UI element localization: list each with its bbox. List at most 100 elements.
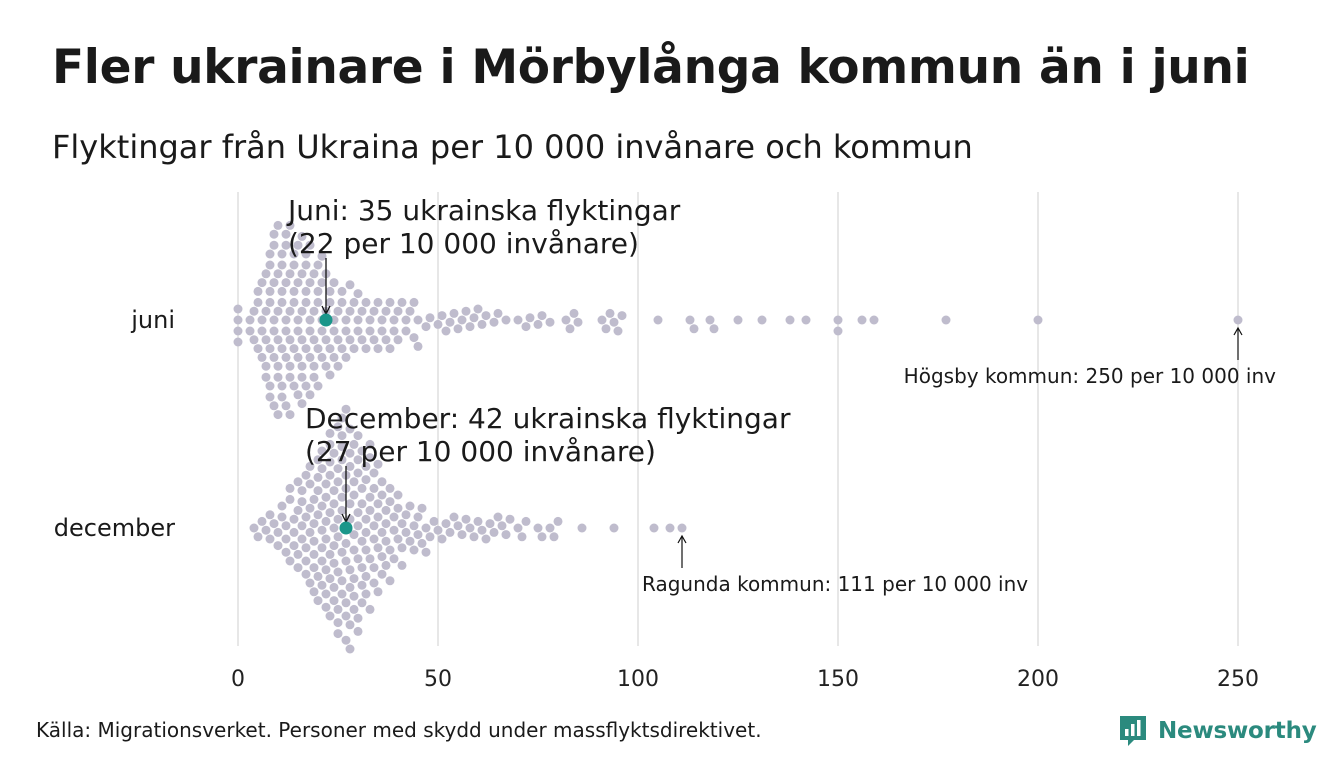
data-point	[293, 505, 303, 515]
data-point	[525, 313, 535, 323]
data-point	[313, 510, 323, 520]
data-point	[545, 317, 555, 327]
data-point	[305, 240, 315, 250]
data-point	[273, 306, 283, 316]
data-point	[249, 306, 259, 316]
data-point	[301, 470, 311, 480]
data-point	[377, 326, 387, 336]
data-point	[401, 510, 411, 520]
data-point	[377, 477, 387, 487]
data-point	[373, 512, 383, 522]
data-point	[341, 598, 351, 608]
data-point	[517, 532, 527, 542]
highlight-label-line1: Juni: 35 ukrainska flyktingar	[286, 194, 681, 227]
data-point	[601, 324, 611, 334]
data-point	[393, 335, 403, 345]
data-point	[381, 505, 391, 515]
data-point	[385, 344, 395, 354]
data-point	[569, 308, 579, 318]
data-point	[293, 549, 303, 559]
brand-logo: Newsworthy	[1118, 714, 1317, 748]
data-point	[281, 401, 291, 411]
data-point	[353, 554, 363, 564]
data-point	[461, 306, 471, 316]
chart-title: Fler ukrainare i Mörbylånga kommun än i …	[52, 40, 1250, 95]
data-point	[381, 306, 391, 316]
data-point	[289, 260, 299, 270]
data-point	[497, 521, 507, 531]
data-point	[449, 308, 459, 318]
data-point	[573, 317, 583, 327]
data-point	[441, 519, 451, 529]
data-point	[493, 512, 503, 522]
data-point	[405, 501, 415, 511]
data-point	[377, 315, 387, 325]
data-point	[341, 611, 351, 621]
data-point	[309, 269, 319, 279]
data-point	[365, 326, 375, 336]
data-point	[389, 512, 399, 522]
data-point	[313, 472, 323, 482]
data-point	[521, 516, 531, 526]
data-point	[329, 499, 339, 509]
data-point	[373, 297, 383, 307]
data-point	[533, 523, 543, 533]
data-point	[297, 399, 307, 409]
data-point	[365, 604, 375, 614]
data-point	[665, 523, 675, 533]
data-point	[357, 483, 367, 493]
data-point	[313, 381, 323, 391]
data-point	[405, 306, 415, 316]
data-point	[329, 448, 339, 458]
data-point	[277, 249, 287, 259]
data-point	[245, 315, 255, 325]
data-point	[317, 446, 327, 456]
data-point	[345, 644, 355, 654]
data-point	[321, 589, 331, 599]
data-point	[533, 319, 543, 329]
data-point	[265, 297, 275, 307]
data-point	[309, 494, 319, 504]
data-point	[261, 269, 271, 279]
data-point	[333, 477, 343, 487]
data-point	[389, 525, 399, 535]
data-point	[465, 523, 475, 533]
data-point	[365, 439, 375, 449]
data-point	[381, 335, 391, 345]
data-point	[281, 240, 291, 250]
data-point	[537, 532, 547, 542]
data-point	[333, 567, 343, 577]
data-point	[389, 554, 399, 564]
data-point	[357, 598, 367, 608]
data-point	[309, 519, 319, 529]
data-point	[329, 523, 339, 533]
data-point	[257, 326, 267, 336]
data-point	[385, 497, 395, 507]
data-point	[269, 229, 279, 239]
data-point	[365, 315, 375, 325]
data-point	[349, 530, 359, 540]
data-point	[337, 297, 347, 307]
data-point	[345, 306, 355, 316]
data-point	[297, 486, 307, 496]
data-point	[353, 468, 363, 478]
data-point	[305, 352, 315, 362]
data-point	[337, 576, 347, 586]
data-point	[281, 315, 291, 325]
data-point	[617, 311, 627, 321]
data-point	[281, 278, 291, 288]
data-point	[281, 521, 291, 531]
data-point	[305, 326, 315, 336]
data-point	[341, 635, 351, 645]
data-point	[233, 337, 243, 347]
data-point	[369, 306, 379, 316]
data-point	[317, 352, 327, 362]
data-point	[565, 324, 575, 334]
data-point	[301, 543, 311, 553]
data-point	[409, 297, 419, 307]
data-point	[361, 527, 371, 537]
data-point	[393, 503, 403, 513]
data-point	[833, 326, 843, 336]
data-point	[297, 269, 307, 279]
